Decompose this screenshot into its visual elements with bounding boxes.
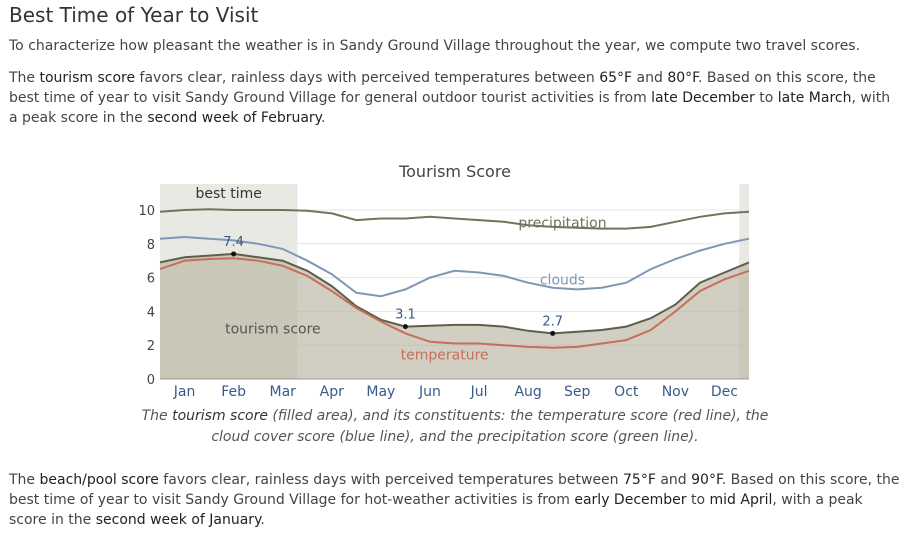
tourism-score-area xyxy=(160,253,749,379)
value-label: 7.4 xyxy=(223,235,244,250)
text: and xyxy=(632,70,668,86)
x-tick-label: Aug xyxy=(514,384,541,400)
clouds-label: clouds xyxy=(540,272,585,288)
intro-paragraph: To characterize how pleasant the weather… xyxy=(9,38,861,54)
x-tick-label: Jun xyxy=(418,384,441,400)
highlight: 80°F xyxy=(667,70,698,86)
text: . Based on this score, the best time of … xyxy=(9,70,876,106)
x-axis: Jan Feb Mar Apr May Jun Jul Aug Sep Oct Nov Dec xyxy=(160,378,749,400)
text: The xyxy=(9,70,40,86)
highlight: second week of February xyxy=(147,110,321,126)
highlight: beach/pool score xyxy=(39,472,159,488)
text: . xyxy=(260,512,265,528)
text: to xyxy=(686,492,710,508)
y-tick-label: 0 xyxy=(147,373,155,388)
precipitation-label: precipitation xyxy=(518,216,606,232)
temperature-line xyxy=(159,257,750,349)
highlight: early December xyxy=(574,492,687,508)
y-tick-label: 6 xyxy=(147,272,155,287)
y-tick-label: 8 xyxy=(147,238,155,253)
highlight: 90°F xyxy=(691,472,722,488)
x-tick-label: Sep xyxy=(564,384,591,400)
peak-marker xyxy=(550,330,556,336)
tourism-paragraph: The tourism score favors clear, rainless… xyxy=(9,68,901,128)
x-tick-label: Jul xyxy=(470,384,488,400)
text: favors clear, rainless days with perceiv… xyxy=(135,70,600,86)
x-tick-label: Mar xyxy=(269,384,296,400)
text: favors clear, rainless days with perceiv… xyxy=(158,472,623,488)
text: The xyxy=(141,408,173,424)
y-tick-label: 2 xyxy=(147,339,155,354)
tourism-score-label: tourism score xyxy=(225,321,321,337)
section-heading: Best Time of Year to Visit xyxy=(9,3,259,27)
value-label: 2.7 xyxy=(542,314,563,329)
x-tick-label: Nov xyxy=(662,384,689,400)
peak-marker xyxy=(402,324,408,330)
highlight: 65°F xyxy=(599,70,633,86)
series-group xyxy=(159,208,750,379)
x-tick-label: Feb xyxy=(221,384,246,400)
clouds-line xyxy=(159,235,750,298)
x-tick-label: May xyxy=(366,384,395,400)
text: . Based on this score, the best time of … xyxy=(9,472,900,508)
highlight: mid April xyxy=(709,492,773,508)
highlight: 75°F xyxy=(623,472,656,488)
precipitation-line xyxy=(159,208,750,230)
x-tick-label: Dec xyxy=(711,384,738,400)
text: and xyxy=(655,472,692,488)
y-tick-label: 4 xyxy=(147,305,155,320)
text: to xyxy=(754,90,778,106)
highlight: second week of January xyxy=(95,512,261,528)
highlight: tourism score xyxy=(39,70,136,86)
text: (filled area), and its constituents: the… xyxy=(211,408,769,445)
value-label: 3.1 xyxy=(395,308,416,323)
highlight: tourism score xyxy=(172,408,268,424)
chart-caption: The tourism score (filled area), and its… xyxy=(140,406,770,448)
text: . xyxy=(320,110,326,126)
tourism-score-chart: Tourism Score best time tourism score tem… xyxy=(138,162,750,400)
x-tick-label: Apr xyxy=(320,384,344,400)
beach-paragraph: The beach/pool score favors clear, rainl… xyxy=(9,470,901,530)
y-tick-label: 10 xyxy=(138,204,155,219)
temperature-label: temperature xyxy=(401,347,489,363)
highlight: late December xyxy=(651,90,755,106)
text: The xyxy=(9,472,40,488)
chart-title: Tourism Score xyxy=(398,162,511,181)
tourism-score-line xyxy=(159,252,750,335)
chart-labels: tourism score temperature clouds precipitat… xyxy=(223,216,606,364)
text: , with a peak score in the xyxy=(9,492,863,528)
x-tick-label: Oct xyxy=(614,384,639,400)
y-axis: 0 2 4 6 8 10 xyxy=(138,204,155,388)
highlight: late March xyxy=(777,90,852,106)
best-time-label: best time xyxy=(196,186,262,202)
x-tick-label: Jan xyxy=(173,384,196,400)
text: , with a peak score in the xyxy=(9,90,891,126)
peak-marker xyxy=(231,251,237,257)
